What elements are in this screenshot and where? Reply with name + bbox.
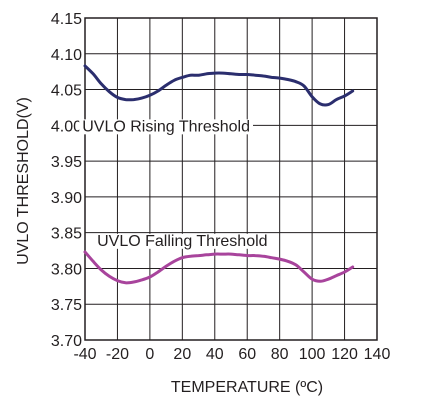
y-tick-label: 3.90 [51,190,82,207]
series-label-0: UVLO Rising Threshold [82,118,250,135]
series-labels: UVLO Rising Threshold UVLO Falling Thresh… [79,118,271,250]
y-tick-label: 3.95 [51,154,82,171]
series-label-1: UVLO Falling Threshold [97,233,267,250]
plot-frame [84,17,378,341]
series-label-bg-1 [94,233,271,249]
y-tick-label: 4.00 [51,118,82,135]
series-label-bg-0 [79,119,254,135]
y-axis-title: UVLO THRESHOLD(V) [15,97,32,265]
y-tick-label: 3.80 [51,261,82,278]
x-tick-label: 120 [331,346,358,363]
y-tick-label: 3.85 [51,226,82,243]
x-tick-label: 80 [271,346,289,363]
grid-lines [84,17,378,341]
y-tick-label: 4.15 [51,11,82,28]
series-lines [83,64,355,285]
x-tick-label: 100 [299,346,326,363]
x-tick-labels: -40 -20 0 20 40 60 80 100 120 140 [73,346,390,363]
series-line-1 [83,250,355,285]
x-tick-label: -20 [106,346,129,363]
y-tick-label: 3.75 [51,297,82,314]
series-line-0 [83,64,355,107]
x-tick-label: 40 [206,346,224,363]
x-tick-label: 0 [145,346,154,363]
x-tick-label: 140 [364,346,391,363]
x-tick-label: -40 [73,346,96,363]
y-tick-labels: 4.15 4.10 4.05 4.00 3.95 3.90 3.85 3.80 3.75 3.70 [51,11,82,350]
y-tick-label: 4.05 [51,83,82,100]
y-tick-label: 4.10 [51,47,82,64]
x-tick-label: 60 [238,346,256,363]
x-tick-label: 20 [173,346,191,363]
x-axis-title: TEMPERATURE (ºC) [171,379,323,396]
y-tick-label: 3.70 [51,333,82,350]
